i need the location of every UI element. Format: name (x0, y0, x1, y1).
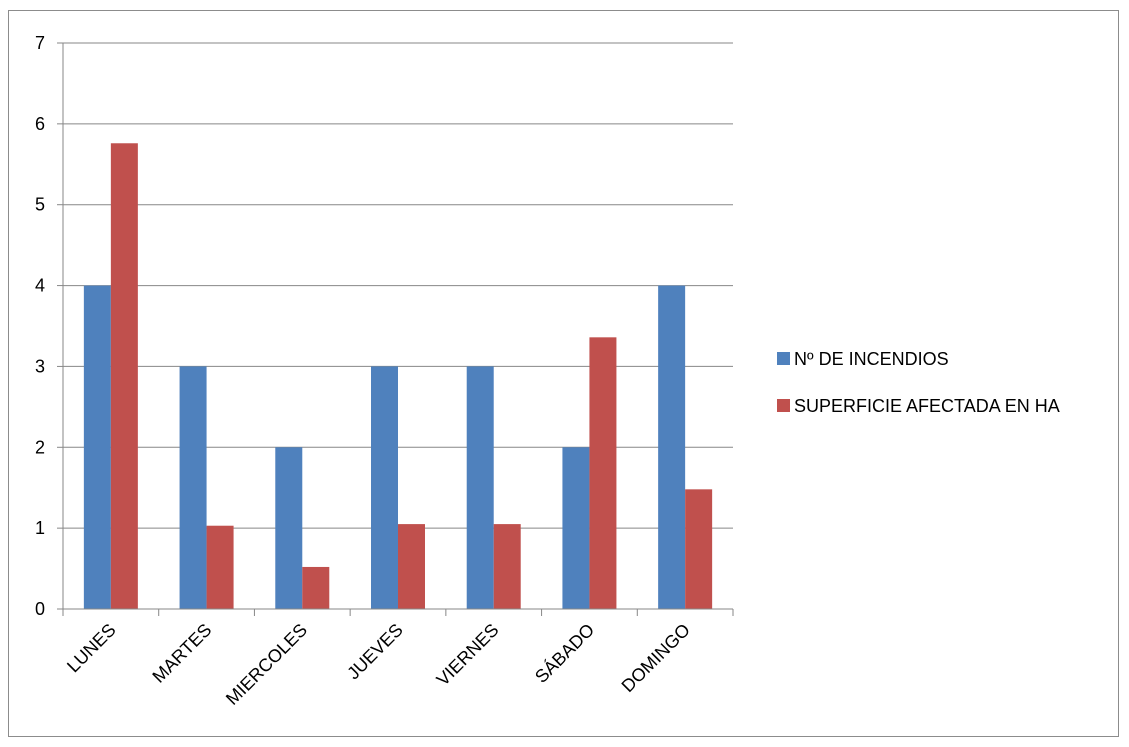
y-tick-labels: 0 1 2 3 4 5 6 7 (35, 33, 45, 619)
legend-swatch (777, 399, 790, 412)
bar-superficie (110, 143, 138, 609)
y-tick-label: 5 (35, 195, 45, 215)
bar-incendios (371, 366, 398, 609)
y-tick-label: 2 (35, 437, 45, 457)
bar-superficie (493, 524, 521, 609)
bar-superficie (398, 524, 425, 609)
x-tick-label: MARTES (148, 620, 215, 687)
bar-incendios (658, 285, 686, 609)
bars (83, 143, 713, 609)
bar-incendios (275, 447, 303, 609)
y-tick-label: 4 (35, 276, 45, 296)
x-tick-label: LUNES (63, 620, 120, 677)
bar-incendios (83, 285, 111, 609)
y-tick-label: 3 (35, 356, 45, 376)
bar-incendios (562, 447, 590, 609)
y-tick-label: 1 (35, 518, 45, 538)
axes (57, 42, 734, 616)
bar-superficie (589, 337, 617, 609)
gridlines (63, 42, 733, 529)
bar-superficie (302, 566, 330, 609)
bar-incendios (179, 366, 207, 609)
y-tick-label: 0 (35, 599, 45, 619)
legend-swatch (777, 352, 790, 365)
x-tick-labels: LUNES MARTES MIERCOLES JUEVES VIERNES SÁBADO D… (63, 620, 694, 709)
x-tick-label: MIERCOLES (222, 620, 311, 709)
bar-superficie (206, 525, 234, 609)
y-tick-label: 6 (35, 114, 45, 134)
legend-label: Nº DE INCENDIOS (794, 349, 949, 369)
bar-incendios (466, 366, 494, 609)
legend-label: SUPERFICIE AFECTADA EN HA (794, 396, 1060, 416)
x-tick-label: SÁBADO (531, 620, 598, 687)
y-tick-label: 7 (35, 33, 45, 53)
x-tick-label: DOMINGO (618, 620, 694, 696)
legend: Nº DE INCENDIOS SUPERFICIE AFECTADA EN HA (777, 349, 1060, 416)
x-tick-label: JUEVES (343, 620, 407, 684)
x-tick-label: VIERNES (433, 620, 503, 690)
bar-superficie (685, 489, 713, 609)
